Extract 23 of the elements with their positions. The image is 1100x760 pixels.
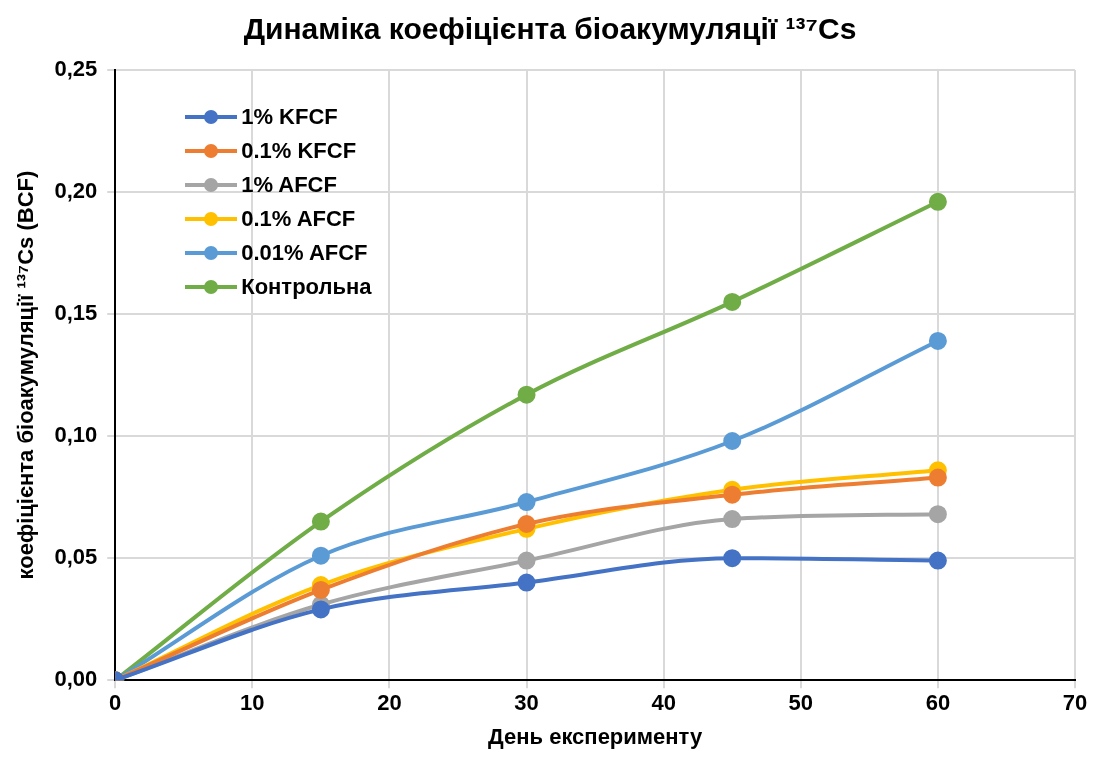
- chart-title: Динаміка коефіцієнта біоакумуляції ¹³⁷Cs: [242, 12, 858, 46]
- y-axis-title: коефіцієнта біоакумуляції ¹³⁷Cs (BCF): [13, 170, 39, 580]
- x-tick-label: 70: [1062, 690, 1088, 716]
- x-tick-label: 40: [651, 690, 676, 716]
- legend-label: 0.1% KFCF: [241, 138, 357, 164]
- legend-label: 0.01% AFCF: [241, 240, 368, 266]
- y-tick-label: 0,20: [54, 178, 98, 204]
- y-tick-label: 0,05: [54, 544, 98, 570]
- y-tick-label: 0,10: [54, 422, 98, 448]
- x-tick-label: 20: [377, 690, 402, 716]
- x-tick-label: 0: [109, 690, 122, 716]
- x-tick-label: 50: [788, 690, 814, 716]
- x-axis-title: День експерименту: [488, 723, 703, 749]
- legend-label: 1% KFCF: [241, 104, 338, 130]
- y-tick-label: 0,15: [54, 300, 98, 326]
- x-tick-label: 10: [240, 690, 265, 716]
- legend-label: Контрольна: [241, 274, 372, 300]
- y-tick-label: 0,25: [54, 56, 98, 82]
- legend-label: 1% AFCF: [241, 172, 337, 198]
- x-tick-label: 60: [925, 690, 951, 716]
- x-tick-label: 30: [514, 690, 539, 716]
- y-tick-label: 0,00: [54, 666, 98, 692]
- legend-label: 0.1% AFCF: [241, 206, 356, 232]
